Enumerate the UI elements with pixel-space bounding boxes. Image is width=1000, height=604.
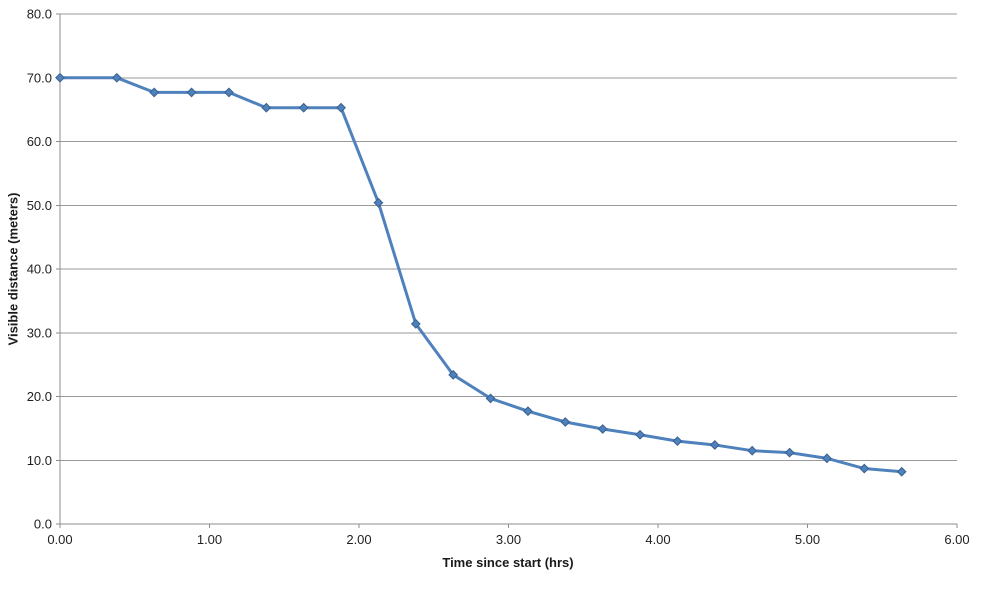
data-point-marker	[373, 197, 384, 208]
y-tick-label: 10.0	[27, 453, 52, 468]
y-tick-label: 0.0	[34, 517, 52, 532]
y-axis-title: Visible distance (meters)	[5, 192, 21, 346]
data-point-marker	[709, 440, 720, 450]
x-tick-label: 1.00	[197, 532, 222, 547]
data-point-marker	[448, 369, 459, 380]
data-point-marker	[784, 447, 795, 458]
y-tick-label: 80.0	[27, 7, 52, 22]
y-tick-label: 70.0	[27, 70, 52, 85]
data-point-marker	[55, 72, 65, 83]
data-point-marker	[224, 87, 234, 98]
data-point-marker	[747, 445, 758, 456]
x-tick-label: 3.00	[496, 532, 521, 547]
y-tick-label: 20.0	[27, 389, 52, 404]
x-tick-label: 4.00	[645, 532, 670, 547]
data-point-marker	[672, 436, 683, 447]
data-point-marker	[822, 453, 832, 464]
data-point-marker	[261, 102, 272, 113]
data-point-marker	[560, 417, 571, 427]
data-point-marker	[896, 466, 907, 477]
data-point-marker	[485, 393, 496, 404]
y-tick-label: 30.0	[27, 325, 52, 340]
y-tick-label: 60.0	[27, 134, 52, 149]
data-point-marker	[635, 429, 645, 440]
data-point-marker	[111, 72, 122, 83]
x-axis-title: Time since start (hrs)	[442, 555, 574, 570]
x-tick-label: 2.00	[346, 532, 371, 547]
data-point-marker	[597, 424, 608, 434]
series-line	[58, 76, 904, 474]
data-point-marker	[410, 318, 421, 329]
x-tick-label: 0.00	[47, 532, 72, 547]
x-tick-label: 5.00	[795, 532, 820, 547]
data-point-marker	[336, 102, 346, 113]
data-point-marker	[859, 463, 870, 474]
data-point-marker	[523, 406, 533, 417]
data-point-marker	[186, 87, 197, 98]
data-point-marker	[149, 87, 160, 98]
y-tick-label: 40.0	[27, 262, 52, 277]
data-point-marker	[298, 102, 309, 113]
x-tick-label: 6.00	[944, 532, 969, 547]
y-tick-label: 50.0	[27, 198, 52, 213]
